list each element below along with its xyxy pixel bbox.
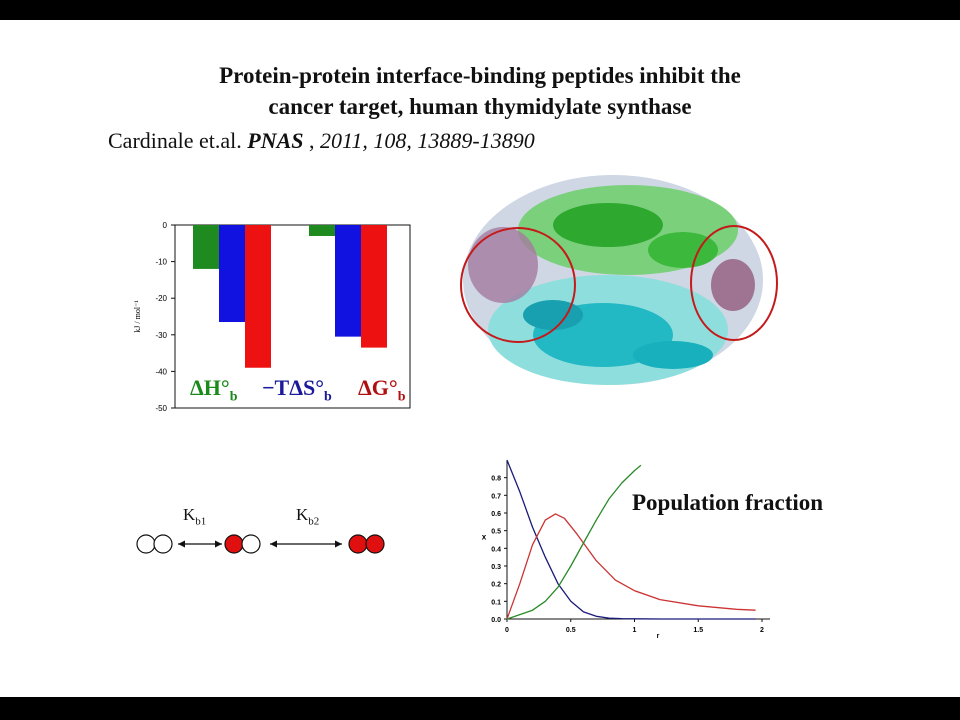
kb1-main: K: [183, 505, 196, 524]
thermodynamics-bar-chart: 0 -10 -20 -30 -40 -50 kJ / mol⁻¹: [133, 221, 411, 413]
citation: Cardinale et.al. PNAS , 2011, 108, 13889…: [108, 128, 535, 154]
line-y-tick-label: 0.6: [491, 511, 501, 518]
bar-1-1: [335, 225, 361, 337]
bar-y-tick-label: -50: [155, 404, 167, 413]
population-line-chart: 0.0 0.1 0.2 0.3 0.4 0.5 0.6 0.7 0.8 0 0.5 1 1.5 2 r x: [482, 459, 770, 640]
bar-2-1: [361, 225, 387, 348]
line-y-tick-label: 0.4: [491, 546, 501, 553]
bar-1-0: [219, 225, 245, 322]
bar-y-tick-label: -40: [155, 367, 167, 376]
kb1-sub: b1: [195, 515, 207, 528]
binding-scheme: [136, 534, 385, 554]
bar-y-axis-label: kJ / mol⁻¹: [133, 300, 142, 333]
kb2-main: K: [296, 505, 309, 524]
slide-title-line1: Protein-protein interface-binding peptid…: [219, 63, 741, 88]
kb2-sub: b2: [308, 515, 320, 528]
citation-journal: PNAS: [247, 128, 304, 153]
line-y-axis-label: x: [482, 533, 487, 542]
monomer-bound-1: [224, 534, 244, 554]
line-series-0: [506, 459, 756, 620]
bar-y-tick-label: -20: [155, 294, 167, 303]
monomer-empty-1: [136, 534, 156, 554]
slide-title-line2: cancer target, human thymidylate synthas…: [268, 94, 692, 119]
line-x-tick-label: 1: [633, 627, 637, 634]
line-y-tick-label: 0.5: [491, 529, 501, 536]
citation-details: 2011, 108, 13889-13890: [320, 128, 535, 153]
citation-authors: Cardinale et.al.: [108, 128, 242, 153]
delta-g-main: ΔG°: [358, 375, 398, 400]
kb2-label: Kb2: [296, 505, 319, 527]
line-y-tick-label: 0.0: [491, 617, 501, 624]
bar-0-0: [193, 225, 219, 269]
bar-y-tick-label: 0: [163, 221, 168, 230]
line-y-tick-label: 0.3: [491, 564, 501, 571]
line-series-2: [506, 464, 642, 620]
line-y-tick-label: 0.1: [491, 599, 501, 606]
tds-sub: b: [324, 389, 332, 405]
monomer-bound-2: [348, 534, 368, 554]
delta-h-main: ΔH°: [190, 375, 230, 400]
line-y-tick-label: 0.8: [491, 476, 501, 483]
protein-structure-image: [443, 165, 788, 405]
citation-sep: ,: [303, 128, 321, 153]
monomer-empty-2: [153, 534, 173, 554]
slide: Protein-protein interface-binding peptid…: [0, 20, 960, 697]
line-x-tick-label: 1.5: [693, 627, 703, 634]
population-fraction-label: Population fraction: [632, 490, 824, 515]
bar-y-tick-label: -10: [155, 258, 167, 267]
line-y-tick-label: 0.2: [491, 582, 501, 589]
bar-y-tick-label: -30: [155, 331, 167, 340]
bar-2-0: [245, 225, 271, 368]
delta-g-sub: b: [397, 389, 406, 405]
line-x-axis-label: r: [657, 633, 660, 640]
line-x-tick-label: 0: [505, 627, 509, 634]
delta-h-sub: b: [229, 389, 238, 405]
delta-g-label: ΔG°b: [358, 375, 406, 405]
bar-plot-frame: [174, 224, 411, 409]
kb1-label: Kb1: [183, 505, 206, 527]
monomer-empty-3: [241, 534, 261, 554]
line-series-1: [506, 513, 756, 620]
tds-label: −TΔS°b: [262, 375, 332, 405]
line-x-tick-label: 0.5: [566, 627, 576, 634]
tds-main: −TΔS°: [262, 375, 325, 400]
delta-h-label: ΔH°b: [190, 375, 238, 405]
line-y-tick-label: 0.7: [491, 493, 501, 500]
line-x-tick-label: 2: [760, 627, 764, 634]
bar-0-1: [309, 225, 335, 236]
monomer-bound-3: [365, 534, 385, 554]
